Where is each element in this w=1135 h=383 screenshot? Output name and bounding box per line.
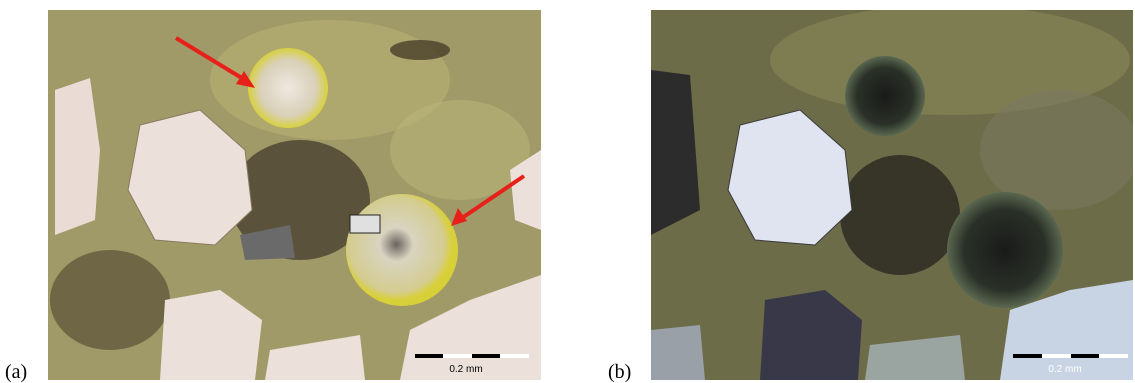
panel-label: (a) xyxy=(5,361,27,383)
scale-bar-label: 0.2 mm xyxy=(449,364,482,375)
page: {"panels": [{"label": "(a)", "scale_bar"… xyxy=(0,0,1135,383)
figure: 0.2 mm (a) 0.2 mm (b) xyxy=(0,0,1135,383)
panel-label: (b) xyxy=(608,361,631,383)
micrograph-b: 0.2 mm xyxy=(651,5,1135,380)
micrograph-a: 0.2 mm xyxy=(48,10,541,380)
scale-bar-label: 0.2 mm xyxy=(1048,364,1081,375)
